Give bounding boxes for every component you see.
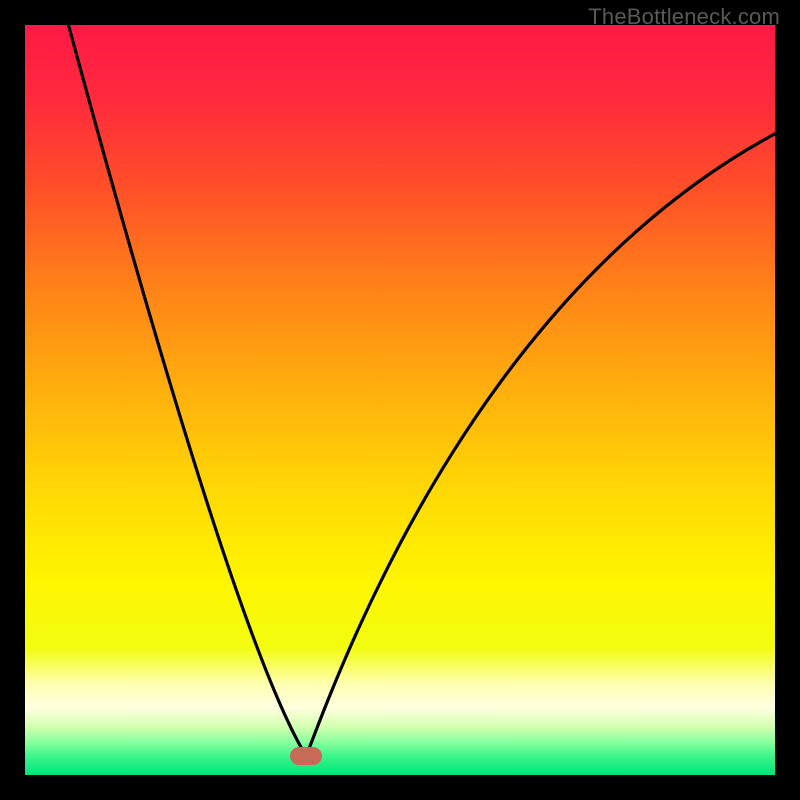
watermark-text: TheBottleneck.com — [588, 4, 780, 30]
plot-area — [25, 25, 775, 775]
chart-frame: TheBottleneck.com — [0, 0, 800, 800]
optimal-point-marker — [290, 747, 322, 765]
bottleneck-curve — [25, 25, 775, 775]
curve-path — [69, 25, 776, 756]
